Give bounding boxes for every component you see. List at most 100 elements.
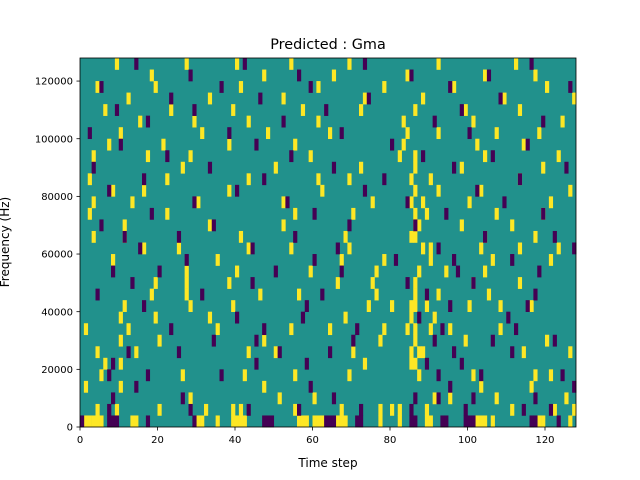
heatmap-cell-high: [413, 288, 418, 301]
heatmap-cell-high: [196, 415, 201, 428]
x-tick-label: 120: [535, 435, 554, 446]
heatmap-cell-high: [494, 127, 499, 140]
heatmap-cell-low: [312, 207, 317, 220]
heatmap-cell-high: [87, 173, 92, 186]
heatmap-cell-low: [254, 357, 259, 370]
heatmap-cell-low: [331, 392, 337, 405]
heatmap-cell-high: [192, 115, 197, 128]
heatmap-cell-high: [200, 127, 205, 140]
heatmap-cell-high: [471, 115, 476, 128]
y-tick-label: 80000: [41, 192, 73, 203]
x-tick-label: 40: [229, 435, 242, 446]
heatmap-cell-high: [448, 323, 453, 336]
heatmap-cell-high: [564, 392, 569, 405]
heatmap-cell-high: [545, 81, 550, 93]
heatmap-cell-low: [533, 392, 538, 405]
heatmap-cell-high: [390, 403, 395, 416]
heatmap-cell-high: [417, 219, 422, 232]
heatmap-cell-high: [517, 242, 523, 255]
heatmap-cell-high: [188, 392, 193, 405]
heatmap-cell-high: [235, 415, 240, 428]
heatmap-cell-high: [238, 403, 244, 416]
heatmap-cell-high: [207, 92, 213, 105]
heatmap-cell-low: [235, 311, 240, 324]
heatmap-cell-high: [114, 58, 120, 70]
heatmap-cell-high: [351, 346, 356, 359]
heatmap-cell-high: [401, 138, 406, 151]
heatmap-cell-low: [281, 115, 286, 128]
heatmap-cell-high: [424, 403, 430, 416]
heatmap-cell-low: [366, 92, 371, 105]
heatmap-cell-low: [118, 138, 123, 151]
heatmap-cell-low: [134, 380, 139, 393]
heatmap-cell-high: [409, 173, 414, 186]
heatmap-cell-high: [157, 334, 162, 347]
heatmap-cell-high: [568, 415, 573, 428]
heatmap-cell-high: [281, 219, 286, 232]
heatmap-cell-high: [293, 403, 298, 416]
heatmap-cell-high: [409, 311, 414, 324]
heatmap-cell-high: [405, 323, 410, 336]
y-tick-label: 60000: [41, 250, 73, 261]
heatmap-cell-high: [514, 58, 519, 70]
heatmap-cell-low: [529, 58, 534, 70]
heatmap-cell-high: [227, 184, 232, 197]
heatmap-cell-high: [293, 369, 298, 382]
heatmap-cell-low: [409, 403, 414, 416]
heatmap-cell-low: [107, 184, 112, 197]
heatmap-cell-high: [142, 184, 147, 197]
heatmap-cell-low: [188, 69, 193, 82]
heatmap-cell-low: [145, 369, 151, 382]
heatmap-cell-low: [541, 115, 546, 128]
heatmap-cell-low: [552, 334, 557, 347]
heatmap-cell-low: [506, 311, 511, 324]
heatmap-cell-high: [130, 415, 135, 428]
heatmap-cell-low: [165, 150, 170, 163]
heatmap-cell-high: [347, 369, 352, 382]
chart-title: Predicted : Gma: [270, 37, 386, 53]
heatmap-cell-high: [165, 207, 170, 220]
heatmap-cell-high: [289, 323, 294, 336]
heatmap-cell-high: [95, 415, 100, 428]
heatmap-cell-low: [444, 207, 449, 220]
heatmap-cell-high: [378, 415, 383, 428]
heatmap-cell-high: [126, 92, 131, 105]
heatmap-cell-high: [262, 334, 267, 347]
heatmap-cell-low: [475, 184, 480, 197]
heatmap-cell-high: [545, 334, 550, 347]
heatmap-cell-high: [335, 277, 340, 289]
heatmap-cell-high: [153, 81, 158, 93]
heatmap-cell-low: [300, 311, 306, 324]
heatmap-cell-low: [359, 403, 364, 416]
heatmap-cell-high: [297, 288, 302, 301]
heatmap-cell-high: [556, 242, 561, 255]
heatmap-cell-high: [409, 300, 414, 312]
heatmap-cell-high: [130, 196, 135, 209]
heatmap-cell-low: [467, 415, 472, 428]
heatmap-cell-high: [366, 300, 371, 312]
heatmap-cell-low: [436, 392, 441, 405]
heatmap-cell-high: [83, 323, 89, 336]
heatmap-cell-high: [432, 311, 437, 324]
heatmap-cell-high: [378, 403, 383, 416]
heatmap-cell-low: [556, 415, 561, 428]
heatmap-cell-high: [498, 323, 503, 336]
heatmap-cell-low: [413, 392, 418, 405]
heatmap-cell-high: [490, 254, 495, 266]
heatmap-cell-high: [517, 277, 523, 289]
heatmap-cell-high: [378, 334, 383, 347]
heatmap-cell-low: [219, 369, 224, 382]
heatmap-cell-high: [475, 138, 480, 151]
heatmap-cell-high: [436, 58, 441, 70]
heatmap-cell-low: [266, 415, 271, 428]
heatmap-cell-low: [285, 196, 290, 209]
heatmap-cell-low: [192, 196, 197, 209]
x-axis-label: Time step: [297, 456, 357, 470]
heatmap-cell-high: [533, 69, 538, 82]
heatmap-cell-high: [374, 288, 379, 301]
heatmap-cell-low: [409, 69, 414, 82]
heatmap-cell-high: [169, 104, 174, 116]
heatmap-cell-low: [211, 334, 216, 347]
heatmap-cell-high: [556, 150, 561, 163]
